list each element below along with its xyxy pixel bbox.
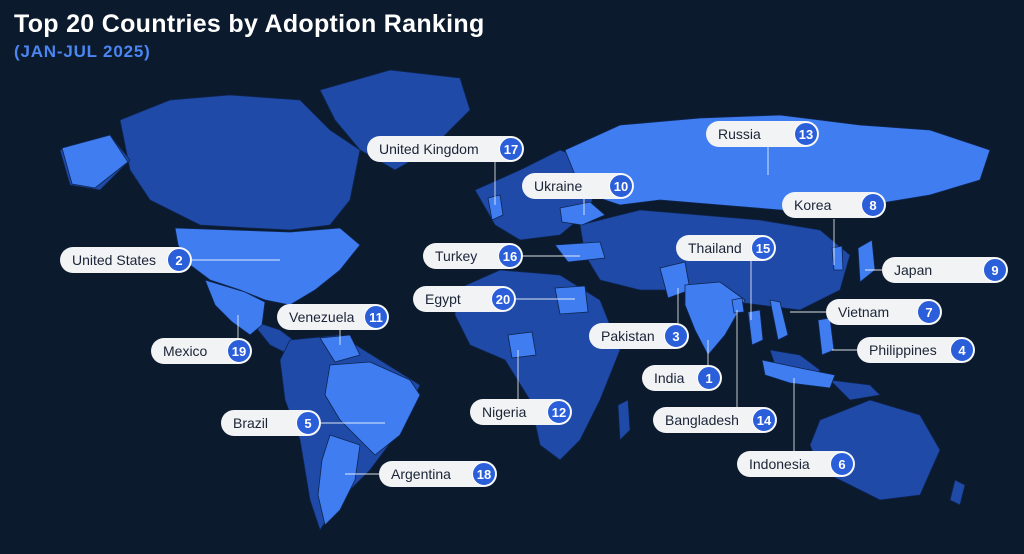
label-vietnam: Vietnam 7 [826, 299, 942, 325]
country-name: United States [72, 252, 157, 268]
label-korea: Korea 8 [782, 192, 886, 218]
rank-badge: 10 [609, 174, 633, 198]
rank-badge: 14 [752, 408, 776, 432]
country-name: Brazil [233, 415, 269, 431]
rank-badge: 5 [296, 411, 320, 435]
rank-badge: 4 [950, 338, 974, 362]
rank-badge: 20 [491, 287, 515, 311]
rank-badge: 12 [547, 400, 571, 424]
leader-lines [192, 147, 882, 475]
country-name: Pakistan [601, 328, 655, 344]
label-thailand: Thailand 15 [676, 235, 776, 261]
country-name: United Kingdom [379, 141, 479, 157]
rank-badge: 2 [167, 248, 191, 272]
rank-badge: 16 [498, 244, 522, 268]
label-india: India 1 [642, 365, 722, 391]
country-name: Korea [794, 197, 832, 213]
rank-badge: 8 [861, 193, 885, 217]
rank-badge: 3 [664, 324, 688, 348]
label-ukraine: Ukraine 10 [522, 173, 634, 199]
page-subtitle: (JAN-JUL 2025) [14, 42, 151, 61]
rank-badge: 18 [472, 462, 496, 486]
country-name: Nigeria [482, 404, 527, 420]
country-name: Thailand [688, 240, 742, 256]
rank-badge: 19 [227, 339, 251, 363]
country-name: Philippines [869, 342, 937, 358]
label-indonesia: Indonesia 6 [737, 451, 855, 477]
label-egypt: Egypt 20 [413, 286, 516, 312]
label-russia: Russia 13 [706, 121, 819, 147]
country-name: Bangladesh [665, 412, 739, 428]
country-name: Japan [894, 262, 933, 278]
rank-badge: 11 [364, 305, 388, 329]
country-name: Ukraine [534, 178, 583, 194]
country-name: Turkey [435, 248, 478, 264]
country-name: Argentina [391, 466, 451, 482]
label-japan: Japan 9 [882, 257, 1008, 283]
land-highlight [61, 114, 991, 526]
rank-badge: 17 [499, 137, 523, 161]
country-name: Indonesia [749, 456, 810, 472]
rank-badge: 7 [917, 300, 941, 324]
country-name: Vietnam [838, 304, 890, 320]
label-united-kingdom: United Kingdom 17 [367, 136, 524, 162]
label-nigeria: Nigeria 12 [470, 399, 572, 425]
rank-badge: 15 [751, 236, 775, 260]
label-pakistan: Pakistan 3 [589, 323, 689, 349]
land-base [59, 69, 966, 531]
label-bangladesh: Bangladesh 14 [653, 407, 777, 433]
rank-badge: 13 [794, 122, 818, 146]
country-name: Mexico [163, 343, 208, 359]
label-mexico: Mexico 19 [151, 338, 252, 364]
label-brazil: Brazil 5 [221, 410, 321, 436]
rank-badge: 1 [697, 366, 721, 390]
rank-badge: 9 [983, 258, 1007, 282]
label-turkey: Turkey 16 [423, 243, 523, 269]
label-philippines: Philippines 4 [857, 337, 975, 363]
label-united-states: United States 2 [60, 247, 192, 273]
label-argentina: Argentina 18 [379, 461, 497, 487]
country-name: Egypt [425, 291, 461, 307]
label-venezuela: Venezuela 11 [277, 304, 389, 330]
country-name: Venezuela [289, 309, 355, 325]
country-name: Russia [718, 126, 761, 142]
page-title: Top 20 Countries by Adoption Ranking [14, 10, 485, 38]
rank-badge: 6 [830, 452, 854, 476]
country-name: India [654, 370, 685, 386]
